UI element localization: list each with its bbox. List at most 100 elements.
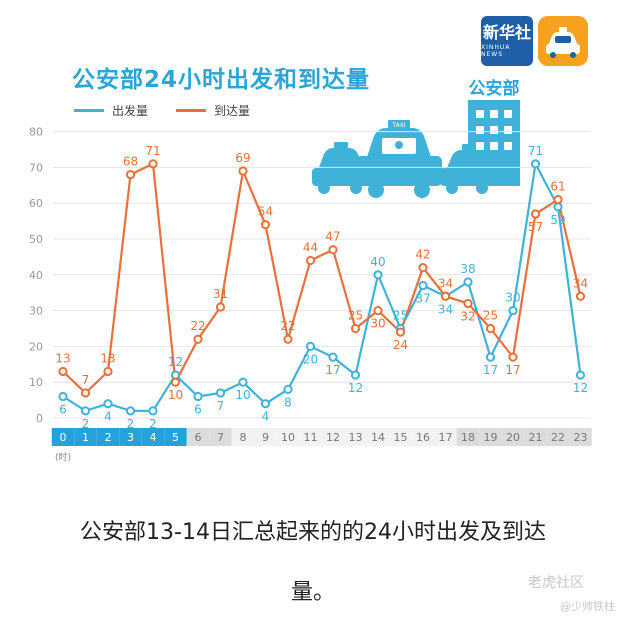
- y-tick-label: 10: [29, 376, 43, 389]
- caption-line-1: 公安部13-14日汇总起来的的24小时出发及到达: [80, 520, 546, 545]
- data-label-departure: 10: [235, 388, 250, 402]
- data-label-arrival: 10: [168, 388, 183, 402]
- point-arrival: [350, 323, 361, 334]
- x-tick-cell: [411, 428, 435, 446]
- point-arrival: [193, 334, 203, 344]
- legend-swatch-departure: [74, 109, 104, 112]
- y-tick-label: 30: [29, 305, 43, 318]
- data-label-arrival: 22: [190, 319, 205, 333]
- data-label-arrival: 24: [393, 338, 408, 352]
- data-label-departure: 40: [370, 255, 385, 269]
- data-label-arrival: 54: [258, 205, 273, 219]
- data-label-departure: 12: [168, 355, 183, 369]
- x-tick-cell: [479, 428, 502, 446]
- point-departure: [305, 341, 316, 351]
- x-tick-label: 2: [105, 431, 112, 444]
- data-label-arrival: 57: [528, 220, 543, 234]
- data-label-arrival: 22: [280, 319, 295, 333]
- x-tick-cell: [299, 428, 322, 446]
- x-tick-label: 12: [326, 431, 340, 444]
- x-tick-cell: [186, 428, 210, 446]
- x-tick-label: 7: [217, 431, 224, 444]
- x-tick-label: 1: [82, 431, 89, 444]
- data-label-departure: 12: [348, 381, 363, 395]
- point-departure: [103, 399, 113, 409]
- taxi-illustration: TAXI: [312, 120, 494, 198]
- x-tick-cell: [569, 428, 592, 446]
- point-departure: [463, 277, 473, 287]
- x-tick-label: 17: [439, 431, 453, 444]
- x-tick-cell: [51, 428, 75, 446]
- x-tick-cell: [344, 428, 367, 446]
- x-tick-cell: [501, 428, 525, 446]
- data-label-departure: 6: [194, 403, 202, 417]
- data-label-departure: 4: [262, 410, 270, 424]
- x-tick-cell: [434, 428, 457, 446]
- xinhua-logo: 新华社 XINHUA NEWS: [481, 16, 533, 66]
- point-departure: [508, 306, 518, 316]
- series-line-arrival: [62, 162, 582, 394]
- point-departure: [58, 391, 68, 402]
- point-departure: [193, 391, 203, 402]
- data-label-departure: 2: [127, 417, 135, 431]
- point-departure: [350, 370, 361, 380]
- data-label-departure: 34: [438, 302, 453, 316]
- x-tick-label: 22: [551, 431, 565, 444]
- chart-title: 公安部24小时出发和到达量: [72, 67, 371, 93]
- point-arrival: [215, 302, 226, 312]
- y-tick-label: 60: [29, 197, 43, 210]
- point-departure: [485, 352, 496, 362]
- data-label-departure: 4: [104, 410, 112, 424]
- building-label: 公安部: [469, 78, 520, 99]
- data-label-arrival: 69: [235, 151, 250, 165]
- point-departure: [373, 270, 383, 280]
- data-label-arrival: 34: [438, 276, 453, 290]
- data-label-departure: 2: [82, 417, 90, 431]
- point-arrival: [508, 352, 518, 362]
- x-tick-label: 10: [281, 431, 295, 444]
- x-tick-label: 14: [371, 431, 385, 444]
- point-arrival: [328, 245, 338, 255]
- x-tick-label: 15: [394, 431, 408, 444]
- data-label-arrival: 17: [505, 363, 520, 377]
- point-arrival: [530, 209, 541, 219]
- point-arrival: [58, 366, 68, 377]
- data-label-arrival: 42: [415, 248, 430, 262]
- data-label-arrival: 44: [303, 240, 318, 254]
- x-tick-label: 20: [506, 431, 520, 444]
- point-departure: [260, 399, 271, 409]
- legend-label-arrival: 到达量: [214, 104, 251, 118]
- x-tick-cell: [456, 428, 480, 446]
- x-tick-cell: [254, 428, 277, 446]
- x-tick-label: 19: [484, 431, 498, 444]
- y-tick-label: 20: [29, 340, 43, 353]
- point-arrival: [103, 366, 113, 377]
- y-tick-label: 70: [29, 161, 43, 174]
- xinhua-logo-sub: XINHUA NEWS: [481, 44, 511, 58]
- point-arrival: [440, 291, 451, 301]
- data-label-departure: 2: [149, 417, 157, 431]
- caption-line-2: 量。: [290, 580, 335, 605]
- legend-item-departure: 出发量: [74, 102, 148, 119]
- data-label-arrival: 32: [460, 309, 475, 323]
- series-line-departure: [62, 162, 582, 412]
- point-departure: [418, 280, 428, 291]
- xinhua-logo-text: 新华社: [482, 23, 531, 42]
- point-arrival: [553, 195, 563, 205]
- data-label-arrival: 61: [550, 180, 565, 194]
- x-tick-cell: [321, 428, 345, 446]
- x-tick-label: 9: [262, 431, 269, 444]
- y-tick-label: 40: [29, 269, 43, 282]
- point-departure: [148, 406, 158, 416]
- data-label-arrival: 31: [213, 287, 228, 301]
- x-tick-cell: [389, 428, 412, 446]
- x-tick-cell: [276, 428, 300, 446]
- data-label-arrival: 30: [370, 317, 385, 331]
- legend-swatch-arrival: [176, 109, 207, 112]
- data-label-arrival: 68: [123, 155, 138, 169]
- point-departure: [553, 202, 563, 212]
- point-arrival: [575, 291, 586, 301]
- x-tick-label: 6: [195, 431, 202, 444]
- data-label-arrival: 13: [55, 351, 70, 365]
- data-label-departure: 6: [59, 403, 67, 417]
